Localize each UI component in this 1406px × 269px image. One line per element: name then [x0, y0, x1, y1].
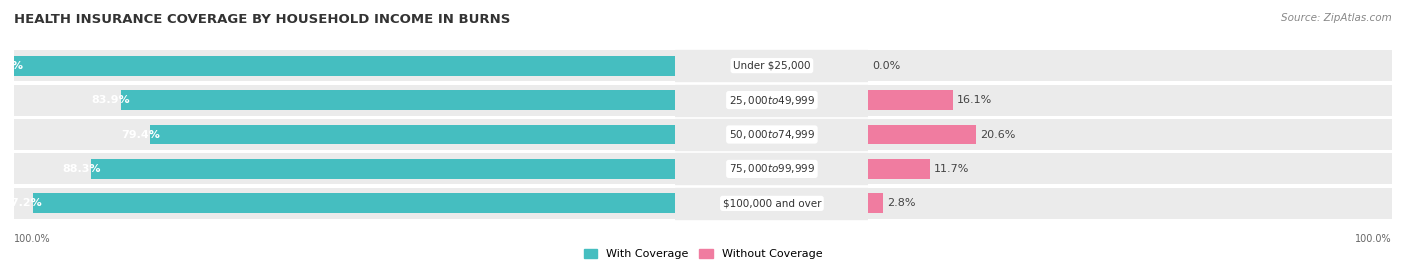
Text: 88.3%: 88.3% — [63, 164, 101, 174]
Bar — [869, 188, 1392, 219]
Text: Under $25,000: Under $25,000 — [733, 61, 811, 71]
Bar — [14, 50, 675, 81]
Text: 83.9%: 83.9% — [91, 95, 131, 105]
Text: Source: ZipAtlas.com: Source: ZipAtlas.com — [1281, 13, 1392, 23]
Bar — [869, 193, 883, 213]
Bar — [14, 119, 675, 150]
Bar — [869, 125, 976, 144]
Bar — [675, 84, 869, 116]
Text: $25,000 to $49,999: $25,000 to $49,999 — [728, 94, 815, 107]
Text: 100.0%: 100.0% — [14, 234, 51, 244]
Text: $75,000 to $99,999: $75,000 to $99,999 — [728, 162, 815, 175]
Text: 0.0%: 0.0% — [873, 61, 901, 71]
Bar — [869, 90, 953, 110]
Text: 100.0%: 100.0% — [1355, 234, 1392, 244]
Bar — [121, 90, 675, 110]
Bar — [869, 84, 1392, 116]
Text: 100.0%: 100.0% — [0, 61, 24, 71]
Bar — [14, 56, 675, 76]
Text: 97.2%: 97.2% — [4, 198, 42, 208]
Bar — [675, 50, 869, 81]
Bar — [675, 153, 869, 185]
Bar — [869, 50, 1392, 81]
Text: 16.1%: 16.1% — [957, 95, 993, 105]
Text: 20.6%: 20.6% — [980, 129, 1015, 140]
Legend: With Coverage, Without Coverage: With Coverage, Without Coverage — [579, 244, 827, 263]
Bar — [91, 159, 675, 179]
Text: 11.7%: 11.7% — [934, 164, 969, 174]
Bar — [14, 153, 675, 185]
Bar — [869, 153, 1392, 185]
Bar — [14, 84, 675, 116]
Bar — [675, 188, 869, 219]
Text: $50,000 to $74,999: $50,000 to $74,999 — [728, 128, 815, 141]
Bar — [32, 193, 675, 213]
Bar — [869, 159, 929, 179]
Bar — [675, 119, 869, 150]
Text: HEALTH INSURANCE COVERAGE BY HOUSEHOLD INCOME IN BURNS: HEALTH INSURANCE COVERAGE BY HOUSEHOLD I… — [14, 13, 510, 26]
Text: 2.8%: 2.8% — [887, 198, 915, 208]
Bar — [14, 188, 675, 219]
Bar — [150, 125, 675, 144]
Text: 79.4%: 79.4% — [121, 129, 160, 140]
Bar — [869, 119, 1392, 150]
Text: $100,000 and over: $100,000 and over — [723, 198, 821, 208]
